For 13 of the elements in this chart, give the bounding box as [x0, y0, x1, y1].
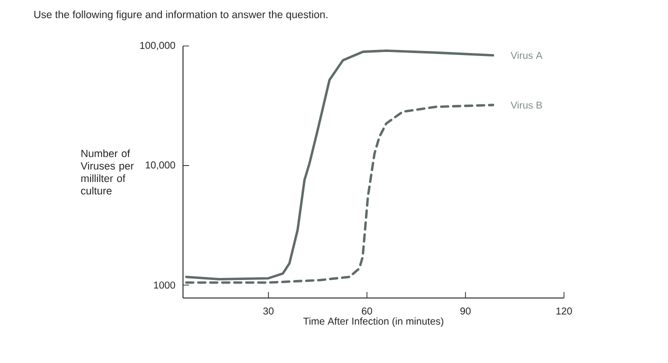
x-tick-label: 90 [460, 308, 471, 315]
x-tick-label: 30 [263, 308, 274, 315]
x-axis-title: Time After Infection (in minutes) [303, 317, 444, 327]
y-tick-label: 10,000 [146, 161, 176, 170]
y-tick-label: 100,000 [140, 42, 176, 50]
chart-title: Use the following figure and information to answer the question. [34, 10, 328, 20]
line-series [185, 49, 494, 280]
x-tick-label: 120 [556, 308, 572, 315]
y-tick-label: 1000 [154, 282, 176, 289]
series-label: Virus A [510, 52, 542, 59]
y-axis-title: Number of Viruses per millilter of culture [80, 149, 134, 195]
x-tick-label: 60 [362, 308, 372, 315]
series-label: Virus B [510, 101, 542, 109]
